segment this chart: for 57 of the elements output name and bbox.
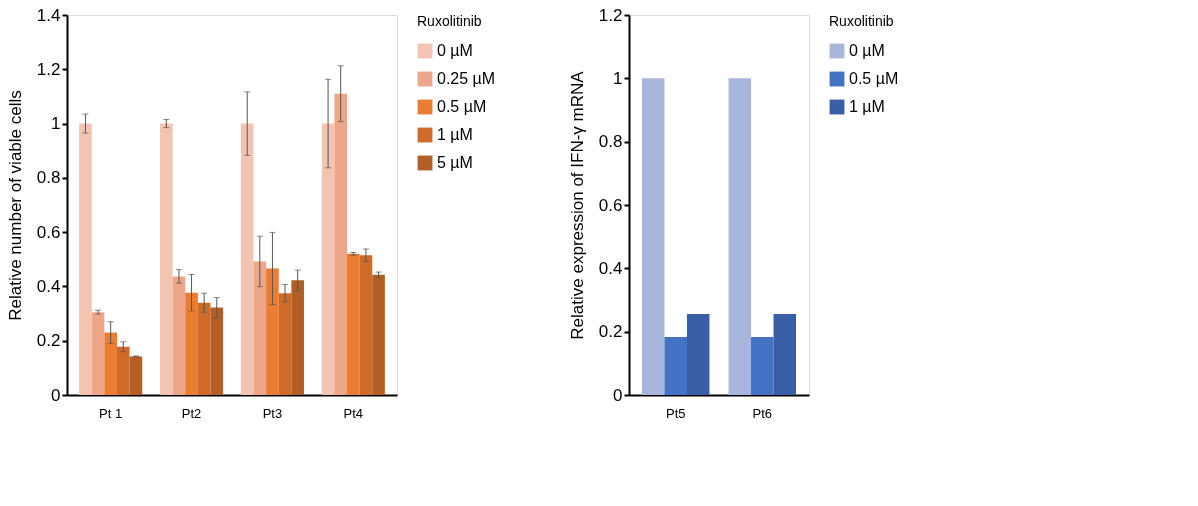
legend-label: 0.5 µM	[849, 70, 899, 87]
x-tick-label: Pt3	[262, 405, 283, 421]
bar	[359, 255, 373, 395]
bar	[641, 78, 665, 395]
bar	[116, 346, 130, 395]
y-tick-label: 0.6	[36, 222, 61, 242]
bar	[686, 313, 710, 395]
bar	[291, 280, 304, 395]
y-tick-label: 1.4	[36, 5, 61, 25]
bar	[160, 123, 173, 395]
y-tick-label: 1.2	[598, 5, 623, 25]
x-tick-label: Pt2	[181, 405, 202, 421]
x-tick-label: Pt 1	[99, 405, 123, 421]
legend-label: 0.25 µM	[437, 70, 496, 87]
bar	[253, 261, 267, 395]
y-tick-label: 1	[613, 68, 623, 88]
bar	[321, 123, 335, 395]
y-tick-label: 0.4	[598, 258, 623, 278]
bar	[773, 313, 797, 395]
legend-label: 0 µM	[437, 42, 473, 59]
y-tick-label: 1	[51, 114, 61, 134]
y-axis-title: Relative expression of IFN-γ mRNA	[567, 70, 587, 340]
bar	[197, 302, 211, 395]
legend-label: 0.5 µM	[437, 98, 487, 115]
bar	[185, 292, 198, 395]
y-tick-label: 0.2	[36, 331, 61, 351]
y-tick-label: 0.2	[598, 322, 623, 342]
bar	[347, 253, 360, 395]
legend-label: 1 µM	[849, 98, 885, 115]
y-tick-label: 1.2	[36, 59, 61, 79]
legend-label: 5 µM	[437, 154, 473, 171]
bar	[129, 356, 143, 395]
y-tick-label: 0	[51, 385, 61, 405]
bar	[334, 93, 348, 395]
bar	[266, 268, 279, 395]
bar	[104, 332, 117, 395]
bar	[79, 123, 92, 395]
bar	[664, 337, 687, 395]
x-tick-label: Pt6	[752, 405, 773, 421]
y-tick-label: 0.8	[36, 168, 61, 188]
legend-title: Ruxolitinib	[829, 13, 894, 29]
bar	[172, 276, 186, 395]
x-tick-label: Pt5	[665, 405, 686, 421]
bar	[728, 78, 752, 395]
legend-label: 1 µM	[437, 126, 473, 143]
bar	[278, 293, 292, 395]
legend-title: Ruxolitinib	[417, 13, 482, 29]
legend-label: 0 µM	[849, 42, 885, 59]
y-tick-label: 0.8	[598, 132, 623, 152]
bar	[240, 123, 254, 395]
y-tick-label: 0.4	[36, 276, 61, 296]
bar	[751, 337, 774, 395]
bar	[210, 307, 224, 395]
y-axis-title: Relative number of viable cells	[5, 90, 25, 321]
y-tick-label: 0	[613, 385, 623, 405]
x-tick-label: Pt4	[343, 405, 364, 421]
y-tick-label: 0.6	[598, 195, 623, 215]
